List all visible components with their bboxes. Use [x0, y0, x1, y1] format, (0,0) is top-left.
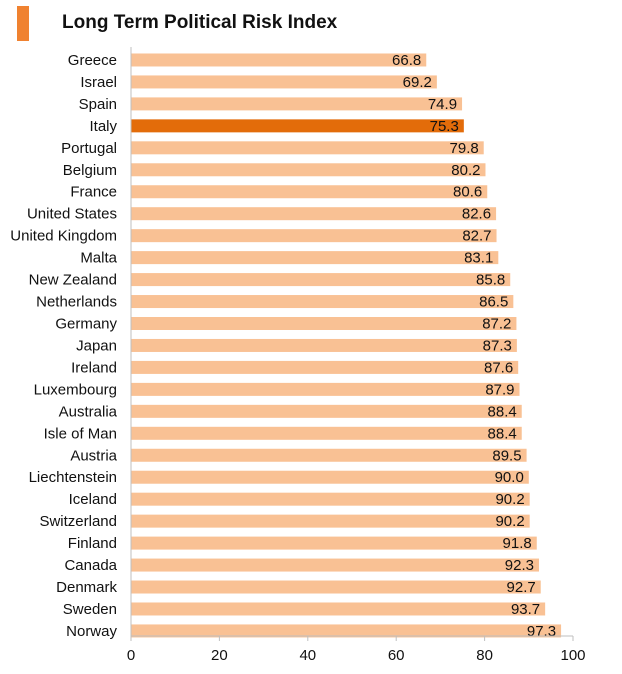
- bar-israel: [131, 75, 437, 89]
- bar-new-zealand: [131, 273, 511, 287]
- value-label: 82.7: [462, 228, 491, 245]
- bar-germany: [131, 317, 517, 330]
- category-label: Netherlands: [36, 294, 117, 311]
- category-label: Iceland: [69, 491, 117, 508]
- x-tick-label: 100: [560, 647, 585, 664]
- bar-finland: [131, 536, 537, 550]
- category-label: Germany: [55, 316, 117, 333]
- bar-united-kingdom: [131, 229, 497, 243]
- value-label: 88.4: [488, 425, 517, 442]
- value-label: 83.1: [464, 250, 493, 267]
- category-label: Norway: [66, 623, 117, 640]
- category-label: Denmark: [56, 579, 117, 596]
- value-label: 90.2: [495, 513, 524, 530]
- value-label: 97.3: [527, 623, 556, 640]
- x-tick-label: 80: [476, 647, 493, 664]
- bar-sweden: [131, 602, 546, 616]
- category-label: United Kingdom: [10, 228, 117, 245]
- bar-norway: [131, 624, 562, 638]
- value-label: 82.6: [462, 206, 491, 223]
- bar-france: [131, 185, 488, 199]
- value-label: 91.8: [503, 535, 532, 552]
- category-label: United States: [27, 206, 117, 223]
- bar-ireland: [131, 360, 519, 374]
- category-label: Canada: [64, 557, 117, 574]
- bar-united-states: [131, 207, 497, 221]
- category-label: Greece: [68, 52, 117, 69]
- category-label: Portugal: [61, 140, 117, 157]
- bar-isle-of-man: [131, 426, 522, 440]
- bar-netherlands: [131, 295, 514, 309]
- category-label: Malta: [80, 250, 117, 267]
- category-label: New Zealand: [29, 272, 117, 289]
- x-tick-label: 0: [127, 647, 135, 664]
- value-label: 86.5: [479, 294, 508, 311]
- value-label: 79.8: [450, 140, 479, 157]
- bar-luxembourg: [131, 382, 520, 396]
- value-label: 92.7: [507, 579, 536, 596]
- value-label: 89.5: [492, 447, 521, 464]
- category-label: Israel: [80, 74, 117, 91]
- category-label: Liechtenstein: [29, 469, 117, 486]
- bar-japan: [131, 338, 517, 352]
- bar-iceland: [131, 492, 530, 506]
- bar-austria: [131, 448, 527, 462]
- category-label: Belgium: [63, 162, 117, 179]
- bar-malta: [131, 251, 499, 265]
- bar-denmark: [131, 580, 541, 594]
- category-label: Japan: [76, 337, 117, 354]
- value-label: 85.8: [476, 272, 505, 289]
- value-label: 69.2: [403, 74, 432, 91]
- category-label: Luxembourg: [34, 381, 117, 398]
- value-label: 74.9: [428, 96, 457, 113]
- value-label: 87.3: [483, 337, 512, 354]
- bar-belgium: [131, 163, 486, 177]
- bar-portugal: [131, 141, 484, 155]
- value-label: 90.2: [495, 491, 524, 508]
- category-label: Finland: [68, 535, 117, 552]
- bar-liechtenstein: [131, 470, 529, 484]
- value-label: 88.4: [488, 403, 517, 420]
- category-label: Ireland: [71, 359, 117, 376]
- value-label: 87.9: [485, 381, 514, 398]
- bar-spain: [131, 97, 463, 111]
- value-label: 92.3: [505, 557, 534, 574]
- x-tick-label: 60: [388, 647, 405, 664]
- header-accent-bar: [17, 6, 29, 41]
- category-label: Austria: [70, 447, 117, 464]
- bar-australia: [131, 404, 522, 418]
- bar-italy: [131, 119, 464, 133]
- category-label: France: [70, 184, 117, 201]
- category-label: Spain: [79, 96, 117, 113]
- category-label: Australia: [59, 403, 118, 420]
- x-tick-label: 40: [299, 647, 316, 664]
- value-label: 80.2: [451, 162, 480, 179]
- category-label: Isle of Man: [44, 425, 117, 442]
- category-label: Italy: [89, 118, 117, 135]
- bar-greece: [131, 53, 427, 67]
- value-label: 80.6: [453, 184, 482, 201]
- value-label: 87.2: [482, 316, 511, 333]
- x-tick-label: 20: [211, 647, 228, 664]
- value-label: 90.0: [495, 469, 524, 486]
- bar-canada: [131, 558, 539, 572]
- chart-title: Long Term Political Risk Index: [62, 12, 338, 33]
- value-label: 75.3: [430, 118, 459, 135]
- value-label: 93.7: [511, 601, 540, 618]
- value-label: 66.8: [392, 52, 421, 69]
- category-label: Sweden: [63, 601, 117, 618]
- bar-switzerland: [131, 514, 530, 528]
- value-label: 87.6: [484, 359, 513, 376]
- category-label: Switzerland: [39, 513, 117, 530]
